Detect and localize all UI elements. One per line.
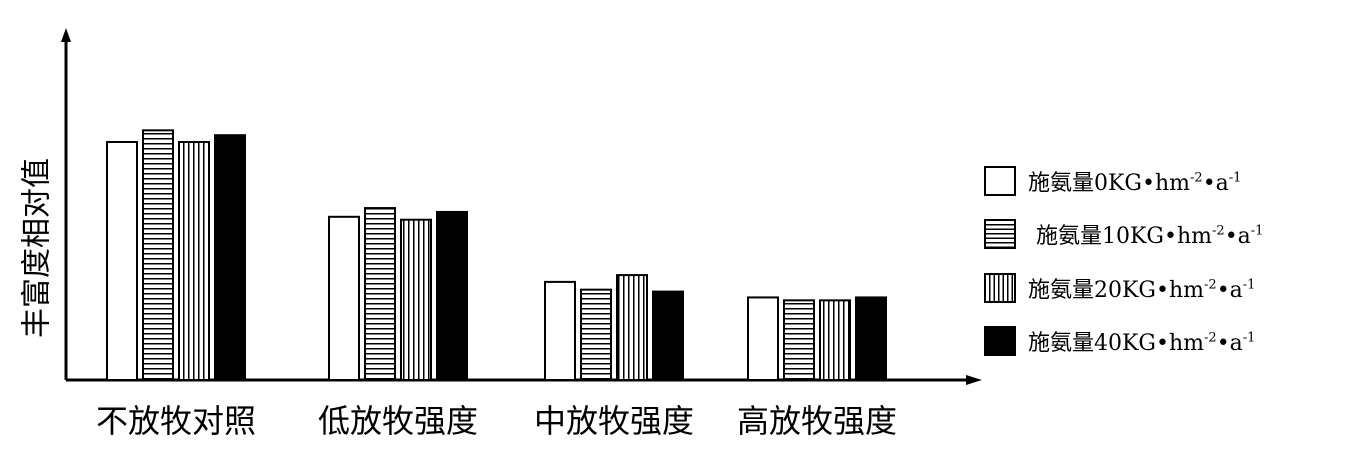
bar-white-2 — [544, 280, 576, 381]
x-tick-label: 中放牧强度 — [534, 402, 694, 440]
bar-horizontal-3 — [783, 299, 815, 382]
legend-item: 施氨量20KG•hm-2•a-1 — [984, 271, 1255, 305]
y-axis — [61, 28, 71, 380]
legend-label: 施氨量10KG•hm-2•a-1 — [1036, 223, 1264, 249]
legend-label: 施氨量20KG•hm-2•a-1 — [1028, 277, 1256, 303]
bar-horizontal-0 — [142, 129, 174, 381]
x-axis-arrow — [966, 375, 982, 385]
y-axis-arrow — [61, 28, 71, 42]
bar-black-0 — [214, 134, 246, 381]
y-axis-label: 丰富度相对值 — [20, 158, 55, 338]
x-tick-labels: 不放牧对照 低放牧强度 中放牧强度 高放牧强度 — [96, 402, 897, 440]
x-tick-label: 高放牧强度 — [737, 402, 897, 440]
legend-label: 施氨量40KG•hm-2•a-1 — [1028, 330, 1256, 356]
bar-vertical-2 — [616, 274, 648, 382]
bar-horizontal-1 — [364, 207, 396, 381]
bar-white-1 — [328, 215, 360, 381]
bar-black-1 — [436, 210, 468, 381]
bar-vertical-3 — [819, 299, 851, 382]
bar-vertical-1 — [400, 218, 432, 381]
bar-black-2 — [652, 290, 684, 382]
bar-white-0 — [106, 141, 138, 381]
bar-white-3 — [747, 296, 779, 381]
legend-item: 施氨量0KG•hm-2•a-1 — [984, 164, 1241, 198]
bar-vertical-0 — [178, 141, 210, 381]
x-tick-label: 不放牧对照 — [96, 402, 256, 440]
legend-swatch-white — [984, 166, 1016, 196]
legend-swatch-horizontal — [984, 219, 1016, 249]
bar-black-3 — [855, 296, 887, 381]
legend-label: 施氨量0KG•hm-2•a-1 — [1028, 170, 1242, 196]
legend-swatch-black — [984, 326, 1016, 356]
x-tick-label: 低放牧强度 — [318, 402, 478, 440]
bars-group — [106, 129, 887, 382]
legend-item: 施氨量10KG•hm-2•a-1 — [984, 217, 1263, 251]
bar-horizontal-2 — [580, 288, 612, 381]
legend-swatch-vertical — [984, 273, 1016, 303]
legend-item: 施氨量40KG•hm-2•a-1 — [984, 324, 1255, 358]
